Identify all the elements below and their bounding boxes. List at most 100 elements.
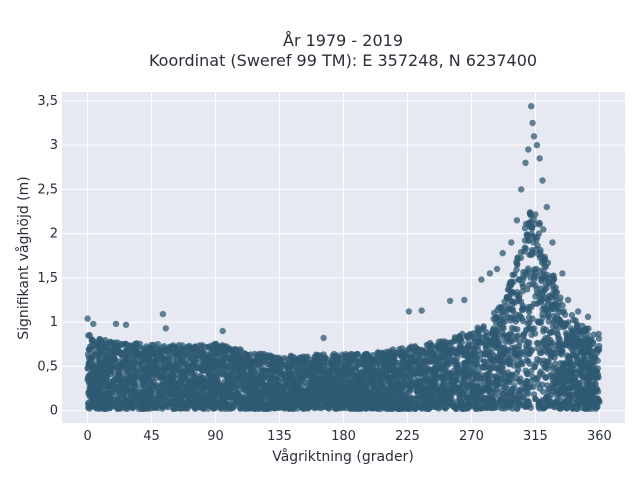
data-point [216,356,223,364]
data-point [350,395,357,402]
data-point [539,290,546,298]
data-point [499,380,506,388]
data-point [531,270,539,277]
data-point [407,401,415,408]
data-point [472,342,480,350]
data-point [252,370,259,377]
data-point [315,380,322,387]
data-point [539,388,547,395]
data-point [528,303,535,311]
data-point [377,402,384,410]
data-point [100,369,107,376]
data-point [423,363,430,370]
data-point [323,403,330,410]
data-point [506,338,513,346]
data-point [511,299,518,307]
data-point [554,302,561,309]
data-point [133,371,141,378]
data-point [253,360,260,368]
data-point [177,356,185,364]
data-point [221,391,228,398]
data-point [280,384,287,391]
data-point [595,397,603,405]
data-point [413,398,420,405]
data-point [413,359,420,366]
data-point [592,354,599,361]
data-point [501,370,508,377]
data-point [403,365,411,372]
data-point [145,347,152,354]
data-point [392,361,399,368]
data-point [121,341,128,348]
data-point [545,292,553,300]
data-point [196,374,204,382]
data-point [516,388,523,396]
data-point [563,404,571,411]
data-point [254,378,261,385]
data-point [467,366,474,373]
data-point [117,350,124,357]
data-point [521,380,528,387]
data-point [579,361,587,368]
data-point [539,314,546,322]
data-point [294,402,302,409]
data-point [246,405,254,412]
data-point [374,349,382,356]
data-point [552,323,559,330]
data-point [557,360,564,367]
data-point [465,391,472,398]
data-point [508,324,516,332]
data-point [425,382,433,390]
data-point [512,336,519,343]
data-point [385,365,393,373]
data-point [596,342,603,350]
data-point [477,374,485,382]
data-point [225,370,232,377]
data-point [458,339,465,346]
data-point [239,400,247,408]
data-point [564,354,572,362]
data-point [426,405,433,412]
data-point [473,362,481,369]
data-point [490,362,497,369]
data-point [516,312,523,319]
data-point [153,363,160,371]
data-point [162,397,170,404]
data-point [595,335,603,342]
data-point [482,341,489,348]
data-point [540,226,547,233]
data-point [543,365,551,372]
data-point [568,370,576,377]
data-point [536,267,544,275]
data-point [383,403,391,410]
data-point [534,345,541,352]
data-point [409,352,417,359]
data-point [184,395,191,403]
data-point [513,405,521,412]
data-point [123,385,130,392]
data-point [534,242,541,249]
data-point [207,353,215,360]
data-point [276,389,283,396]
data-point [556,391,563,398]
data-point [184,402,191,409]
data-point [332,392,339,399]
data-point [245,380,252,388]
data-point [85,346,93,353]
data-point [237,347,245,354]
data-point [582,405,589,412]
data-point [585,325,592,332]
data-point [189,364,196,371]
data-point [300,388,307,395]
data-point [472,386,479,394]
data-point [595,330,602,338]
data-point [545,347,553,354]
data-point [439,352,447,360]
data-point [510,315,518,322]
data-point [337,371,344,378]
data-point [533,339,541,347]
data-point [395,380,403,388]
data-point [369,404,376,411]
data-point [167,398,174,405]
data-point [115,342,122,349]
